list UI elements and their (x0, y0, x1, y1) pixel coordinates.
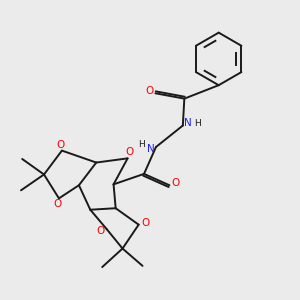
Text: O: O (146, 86, 154, 96)
Text: O: O (53, 199, 62, 209)
Text: O: O (125, 147, 133, 158)
Text: O: O (141, 218, 149, 228)
Text: N: N (184, 118, 192, 128)
Text: H: H (138, 140, 145, 148)
Text: O: O (96, 226, 104, 236)
Text: H: H (194, 118, 201, 127)
Text: O: O (171, 178, 179, 188)
Text: N: N (147, 144, 154, 154)
Text: O: O (56, 140, 64, 150)
